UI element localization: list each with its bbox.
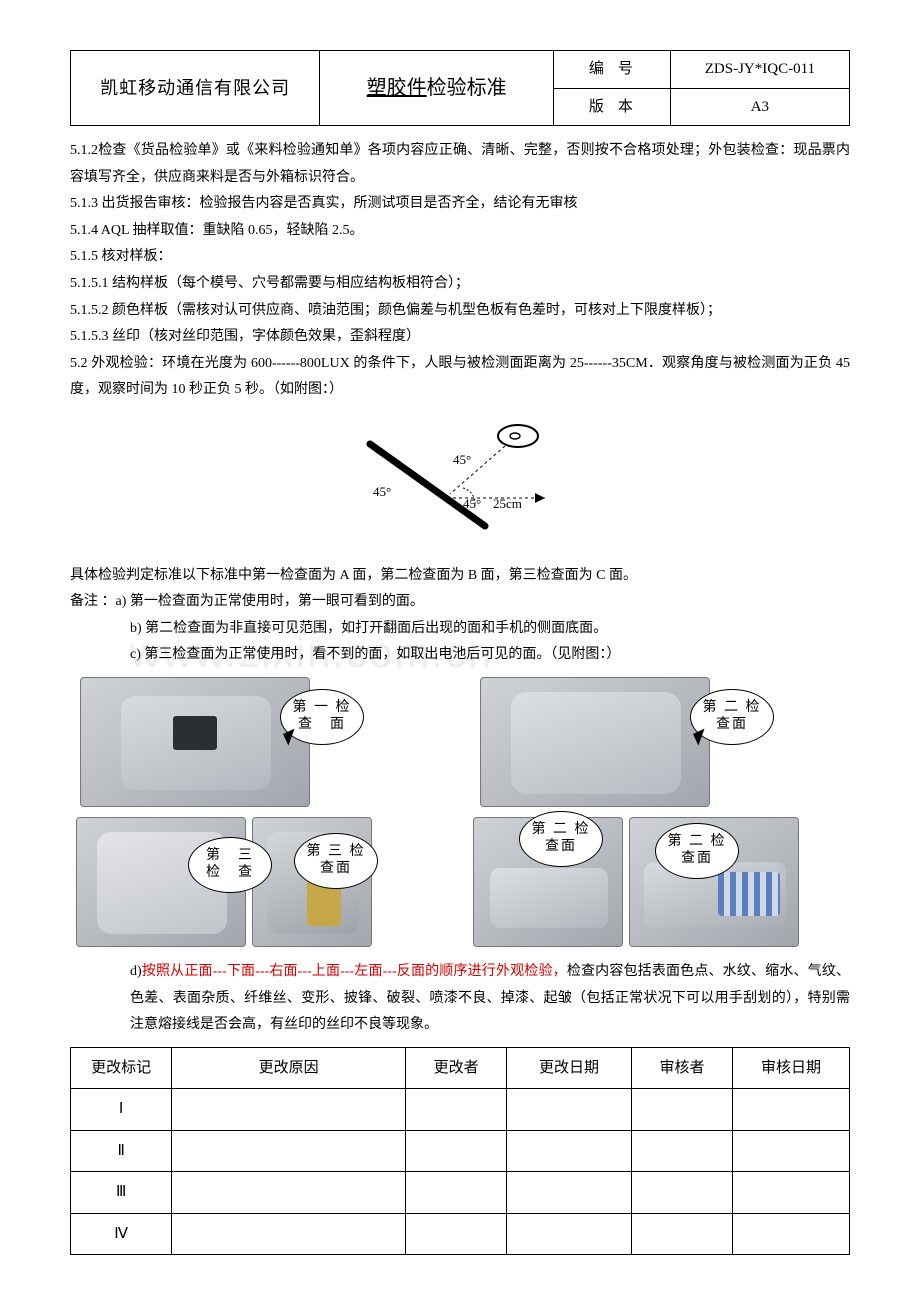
table-row: Ⅰ <box>71 1089 850 1131</box>
callout-third-a: 第 三 检 查 <box>188 837 272 893</box>
doc-title-underlined: 塑胶件 <box>367 77 427 99</box>
th-by: 更改者 <box>405 1047 506 1089</box>
distance-label: 25cm <box>493 496 522 511</box>
callout-second-2b: 第 二 检 查面 <box>655 823 739 879</box>
para-note-c: c) 第三检查面为正常使用时，看不到的面，如取出电池后可见的面。（见附图：） <box>70 642 850 669</box>
callout-second-2a-text: 第 二 检 查面 <box>532 822 591 856</box>
callout-third-b: 第 三 检 查面 <box>294 833 378 889</box>
version-value: A3 <box>670 88 849 126</box>
company-name: 凯虹移动通信有限公司 <box>100 78 290 98</box>
photo-row-2: 第 三 检 查 第 三 检 查面 第 二 检 查面 第 二 检 查面 <box>70 817 850 947</box>
para-5153: 5.1.5.3 丝印（核对丝印范围，字体颜色效果，歪斜程度） <box>70 324 850 351</box>
table-header-row: 更改标记 更改原因 更改者 更改日期 审核者 审核日期 <box>71 1047 850 1089</box>
cell-mark: Ⅱ <box>71 1130 172 1172</box>
doc-title-rest: 检验标准 <box>427 77 507 99</box>
th-date: 更改日期 <box>507 1047 632 1089</box>
angle-label-1: 45° <box>453 452 471 467</box>
callout-second-2a: 第 二 检 查面 <box>519 811 603 867</box>
para-5152: 5.1.5.2 颜色样板（需核对认可供应商、喷油范围；颜色偏差与机型色板有色差时… <box>70 298 850 325</box>
para-note-b: b) 第二检查面为非直接可见范围，如打开翻面后出现的面和手机的侧面底面。 <box>70 616 850 643</box>
photo-second-face-group: 第 二 检 查面 第 二 检 查面 <box>473 817 844 947</box>
document-header: 凯虹移动通信有限公司 塑胶件检验标准 编号 ZDS-JY*IQC-011 版本 … <box>70 50 850 126</box>
th-rev: 审核者 <box>631 1047 732 1089</box>
para-52: 5.2 外观检验：环境在光度为 600------800LUX 的条件下，人眼与… <box>70 351 850 404</box>
th-reason: 更改原因 <box>172 1047 406 1089</box>
document-body: 5.1.2检查《货品检验单》或《来料检验通知单》各项内容应正确、清晰、完整，否则… <box>70 138 850 1039</box>
para-standard: 具体检验判定标准以下标准中第一检查面为 A 面，第二检查面为 B 面，第三检查面… <box>70 563 850 590</box>
callout-second-2b-text: 第 二 检 查面 <box>668 834 727 868</box>
para-513: 5.1.3 出货报告审核：检验报告内容是否真实，所测试项目是否齐全，结论有无审核 <box>70 191 850 218</box>
inspection-angle-diagram: 45° 45° 45° 25cm <box>70 416 850 547</box>
photo-second-face: 第 二 检 查面 <box>480 677 840 807</box>
photo-row-1: 第 一 检 查 面 第 二 检 查面 <box>70 677 850 807</box>
cell-mark: Ⅲ <box>71 1172 172 1214</box>
phone-photo-front <box>80 677 310 807</box>
para-5151: 5.1.5.1 结构样板（每个模号、穴号都需要与相应结构板相符合）； <box>70 271 850 298</box>
callout-second: 第 二 检 查面 <box>690 689 774 745</box>
table-row: Ⅱ <box>71 1130 850 1172</box>
callout-first: 第 一 检 查 面 <box>280 689 364 745</box>
callout-first-text: 第 一 检 查 面 <box>293 700 352 734</box>
para-515: 5.1.5 核对样板： <box>70 244 850 271</box>
th-mark: 更改标记 <box>71 1047 172 1089</box>
code-value: ZDS-JY*IQC-011 <box>670 51 849 89</box>
photo-first-face: 第 一 检 查 面 <box>80 677 440 807</box>
angle-label-3: 45° <box>463 496 481 511</box>
table-row: Ⅲ <box>71 1172 850 1214</box>
version-label: 版本 <box>553 88 670 126</box>
doc-title-cell: 塑胶件检验标准 <box>320 51 554 126</box>
callout-second-text: 第 二 检 查面 <box>703 700 762 734</box>
photo-third-face: 第 三 检 查 第 三 检 查面 <box>76 817 447 947</box>
para-note-a: 备注 ：a) 第一检查面为正常使用时，第一眼可看到的面。 <box>70 589 850 616</box>
phone-photo-back <box>480 677 710 807</box>
code-label: 编号 <box>553 51 670 89</box>
callout-third-a-text: 第 三 检 查 <box>206 848 254 882</box>
note-d-red: 按照从正面---下面---右面---上面---左面---反面的顺序进行外观检验， <box>142 964 567 979</box>
cell-mark: Ⅰ <box>71 1089 172 1131</box>
th-rdate: 审核日期 <box>733 1047 850 1089</box>
angle-diagram-svg: 45° 45° 45° 25cm <box>345 416 575 536</box>
company-cell: 凯虹移动通信有限公司 <box>71 51 320 126</box>
change-history-table: 更改标记 更改原因 更改者 更改日期 审核者 审核日期 Ⅰ Ⅱ Ⅲ Ⅳ <box>70 1047 850 1256</box>
para-note-d: d)按照从正面---下面---右面---上面---左面---反面的顺序进行外观检… <box>70 959 850 1039</box>
angle-label-2: 45° <box>373 484 391 499</box>
table-row: Ⅳ <box>71 1213 850 1255</box>
para-512: 5.1.2检查《货品检验单》或《来料检验通知单》各项内容应正确、清晰、完整，否则… <box>70 138 850 191</box>
cell-mark: Ⅳ <box>71 1213 172 1255</box>
para-514: 5.1.4 AQL 抽样取值：重缺陷 0.65，轻缺陷 2.5。 <box>70 218 850 245</box>
callout-third-b-text: 第 三 检 查面 <box>307 844 366 878</box>
note-d-prefix: d) <box>130 964 142 979</box>
